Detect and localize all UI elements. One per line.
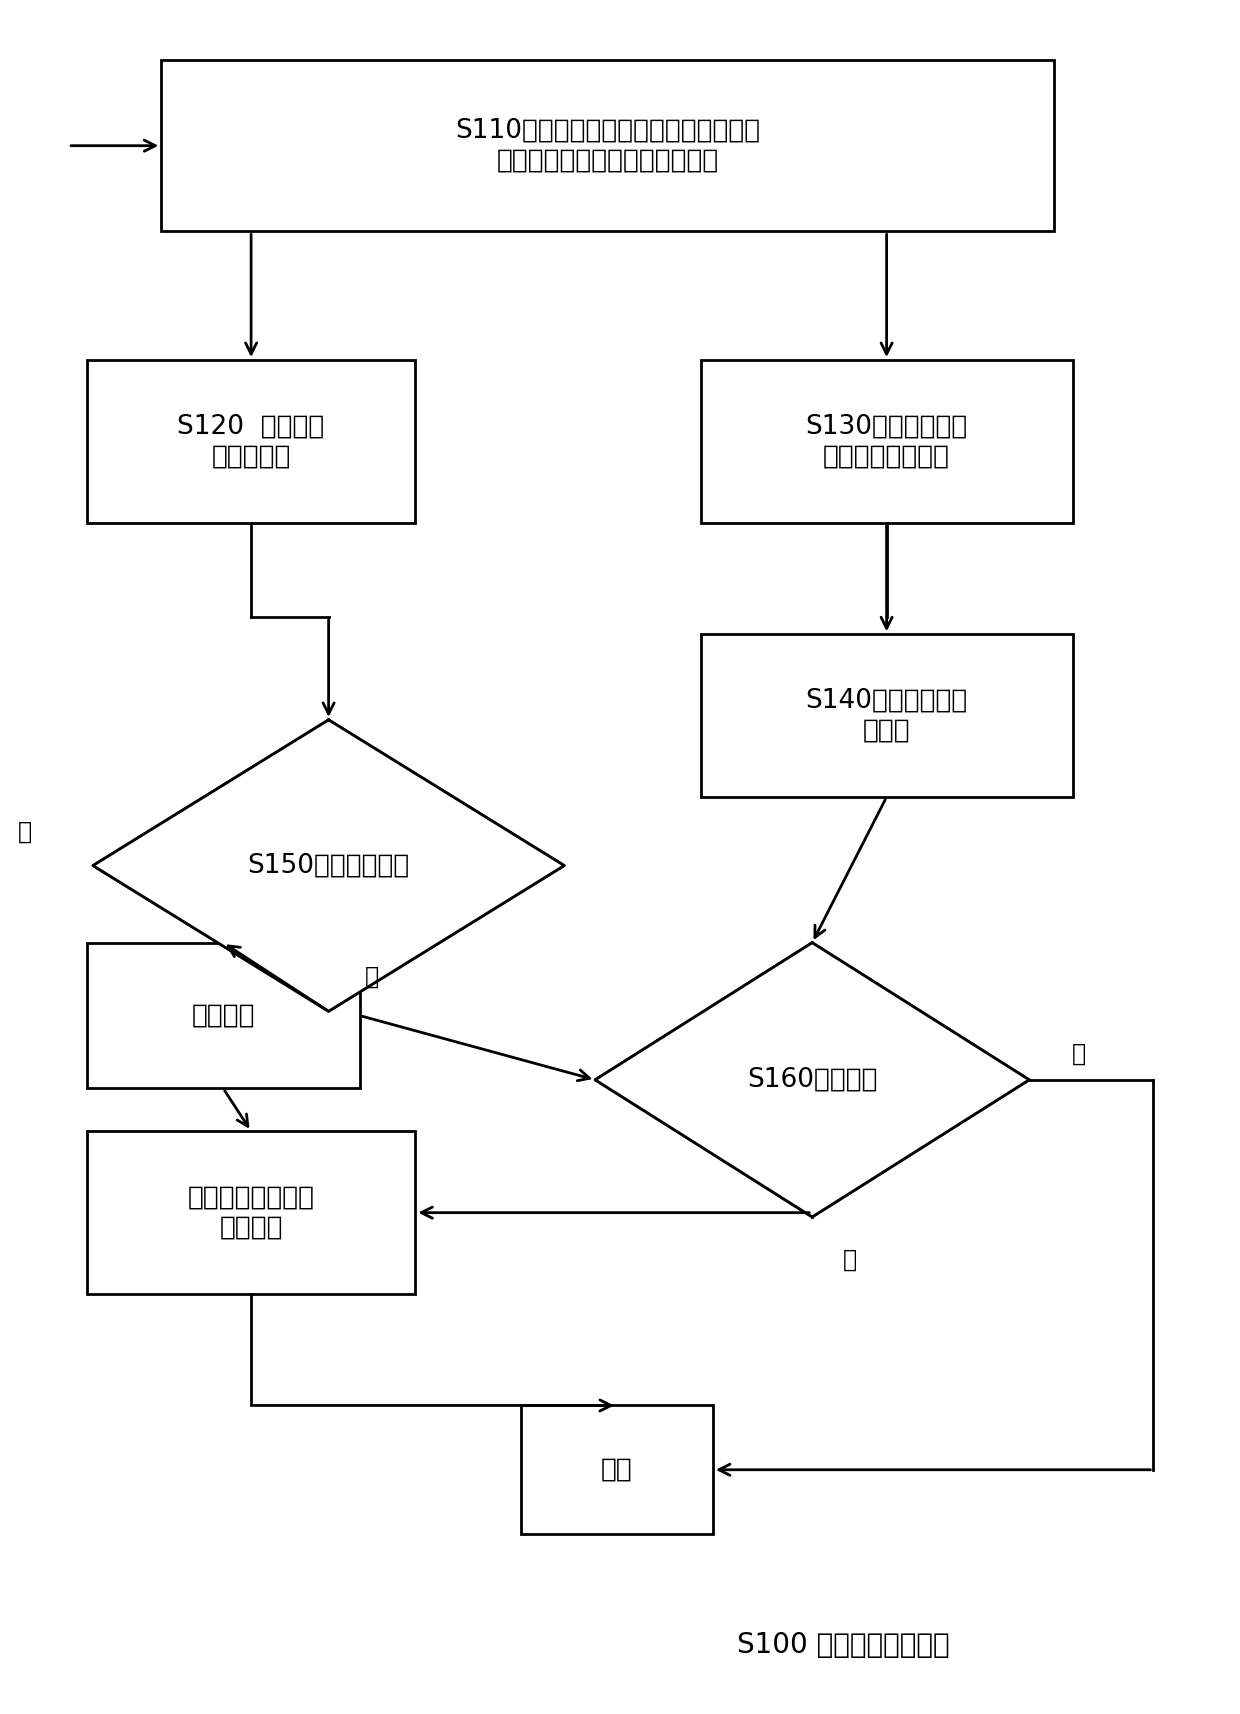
Text: 是: 是 (365, 965, 379, 989)
Text: 否: 否 (17, 819, 32, 843)
Polygon shape (93, 720, 564, 1011)
Text: 是: 是 (1071, 1042, 1086, 1066)
Bar (161, 60, 1054, 231)
Text: S160身份验证: S160身份验证 (746, 1066, 878, 1094)
Bar (701, 634, 1073, 797)
Text: 电子病历: 电子病历 (191, 1003, 255, 1028)
Text: 否: 否 (842, 1248, 857, 1272)
Polygon shape (595, 943, 1029, 1217)
Text: S120  识别录入
过程的内容: S120 识别录入 过程的内容 (177, 413, 325, 470)
Text: S140初步确定患者
的身份: S140初步确定患者 的身份 (806, 687, 967, 744)
Text: S150匹配两项内容: S150匹配两项内容 (248, 852, 409, 879)
Text: S130识别调查问卷
和临床量表的内容: S130识别调查问卷 和临床量表的内容 (806, 413, 967, 470)
Text: 提取电子病历中的
患者身份: 提取电子病历中的 患者身份 (187, 1184, 315, 1241)
Bar (87, 1131, 415, 1294)
Bar (701, 360, 1073, 523)
Text: S100 动态量表配置方法: S100 动态量表配置方法 (737, 1632, 950, 1659)
Bar (521, 1405, 713, 1534)
Bar (87, 360, 415, 523)
Text: S110形成患者的调查问卷和临床量表，
记录录入过程和时间、电子病历: S110形成患者的调查问卷和临床量表， 记录录入过程和时间、电子病历 (455, 118, 760, 173)
Text: 保存: 保存 (601, 1457, 632, 1483)
Bar (87, 943, 360, 1088)
